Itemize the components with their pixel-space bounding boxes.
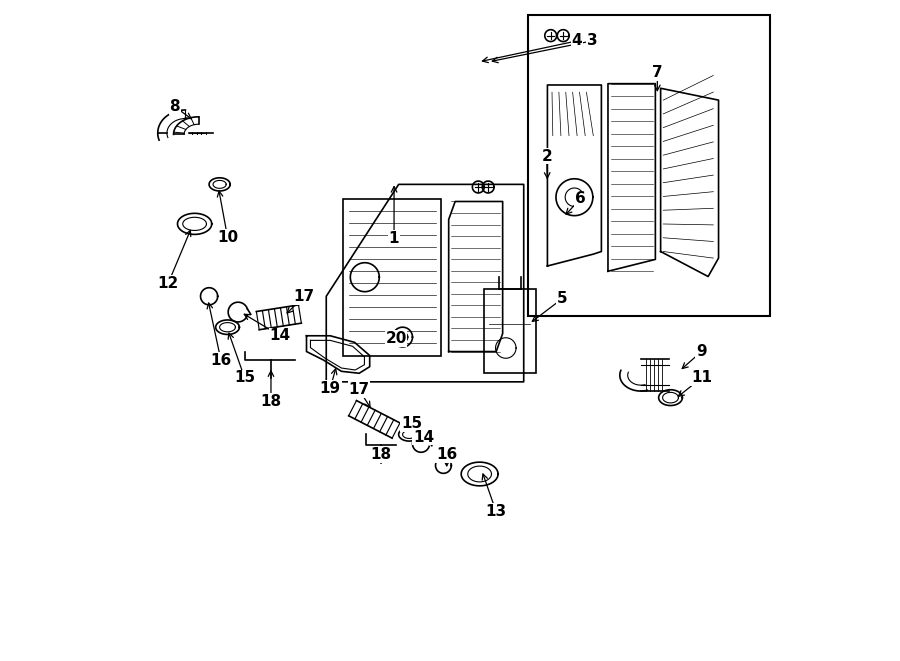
Text: 8: 8 (169, 99, 180, 114)
Text: 11: 11 (691, 370, 712, 385)
Text: 16: 16 (436, 447, 457, 462)
Text: 14: 14 (413, 430, 434, 445)
Text: 18: 18 (260, 394, 282, 409)
Text: 4: 4 (572, 34, 582, 48)
Bar (344, 199, 441, 356)
Text: 15: 15 (401, 416, 422, 432)
Bar (527, 15, 770, 316)
Text: 2: 2 (542, 149, 552, 163)
Bar (484, 289, 536, 373)
Text: 16: 16 (211, 352, 231, 368)
Text: 19: 19 (320, 381, 341, 396)
Text: 10: 10 (217, 229, 239, 245)
Text: 14: 14 (270, 329, 291, 343)
Text: 13: 13 (485, 504, 507, 519)
Text: 17: 17 (293, 289, 314, 304)
Text: 20: 20 (385, 331, 407, 346)
Text: 9: 9 (696, 344, 706, 359)
Text: 17: 17 (348, 382, 370, 397)
Text: 5: 5 (556, 292, 567, 307)
Text: 7: 7 (652, 65, 662, 80)
Text: 12: 12 (158, 276, 179, 291)
Text: 6: 6 (575, 191, 586, 206)
Text: 18: 18 (370, 447, 392, 462)
Text: 15: 15 (234, 370, 256, 385)
Text: 1: 1 (389, 231, 400, 246)
Text: 3: 3 (587, 34, 598, 48)
